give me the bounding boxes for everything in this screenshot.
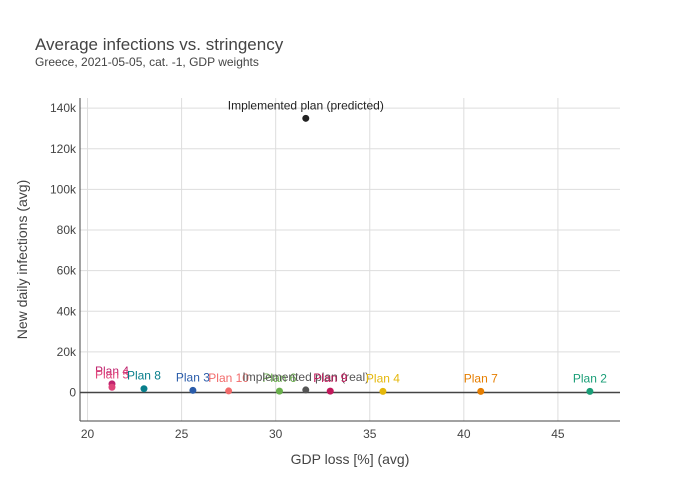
x-tick-label: 45 xyxy=(551,427,565,441)
data-point[interactable] xyxy=(189,386,197,394)
data-point[interactable] xyxy=(477,387,485,395)
data-point[interactable] xyxy=(379,387,387,395)
tick-labels: 20 25 30 35 40 45 0 20k 40k 60k 80k 100k 120k 140k xyxy=(50,101,565,441)
y-tick-label: 0 xyxy=(69,386,76,400)
y-tick-label: 80k xyxy=(57,223,77,237)
x-axis-title: GDP loss [%] (avg) xyxy=(291,451,410,467)
x-tick-label: 20 xyxy=(81,427,95,441)
grid-lines xyxy=(80,98,620,421)
point-label: Plan 2 xyxy=(573,371,607,385)
point-label: Plan 4 xyxy=(366,371,400,385)
point-label: Plan 5 xyxy=(95,367,129,381)
x-tick-label: 40 xyxy=(457,427,471,441)
chart-subtitle: Greece, 2021-05-05, cat. -1, GDP weights xyxy=(35,55,259,69)
y-tick-label: 100k xyxy=(50,182,77,196)
point-label: Implemented plan (predicted) xyxy=(228,98,384,112)
y-tick-label: 60k xyxy=(57,264,77,278)
point-label: Plan 6 xyxy=(262,371,296,385)
y-tick-label: 40k xyxy=(57,304,77,318)
data-point[interactable] xyxy=(302,386,310,394)
point-label: Plan 8 xyxy=(127,369,161,383)
data-point[interactable] xyxy=(326,387,334,395)
x-tick-label: 25 xyxy=(175,427,189,441)
point-label: Plan 7 xyxy=(464,371,498,385)
point-label: Implemented plan (real) xyxy=(242,370,369,384)
y-tick-label: 140k xyxy=(50,101,77,115)
y-tick-label: 120k xyxy=(50,142,77,156)
data-points xyxy=(108,114,594,395)
y-axis-title: New daily infections (avg) xyxy=(14,180,30,340)
x-tick-label: 30 xyxy=(269,427,283,441)
data-point[interactable] xyxy=(586,387,594,395)
data-point[interactable] xyxy=(140,385,148,393)
data-point[interactable] xyxy=(108,383,116,391)
axes xyxy=(79,98,620,422)
x-tick-label: 35 xyxy=(363,427,377,441)
point-label: Plan 3 xyxy=(176,370,210,384)
data-point[interactable] xyxy=(275,387,283,395)
data-point[interactable] xyxy=(225,387,233,395)
point-label: Plan 9 xyxy=(313,371,347,385)
y-tick-label: 20k xyxy=(57,345,77,359)
point-label: Plan 4 xyxy=(95,364,129,378)
chart-title: Average infections vs. stringency xyxy=(35,35,284,54)
data-point[interactable] xyxy=(302,114,310,122)
point-label: Plan 10 xyxy=(208,371,249,385)
